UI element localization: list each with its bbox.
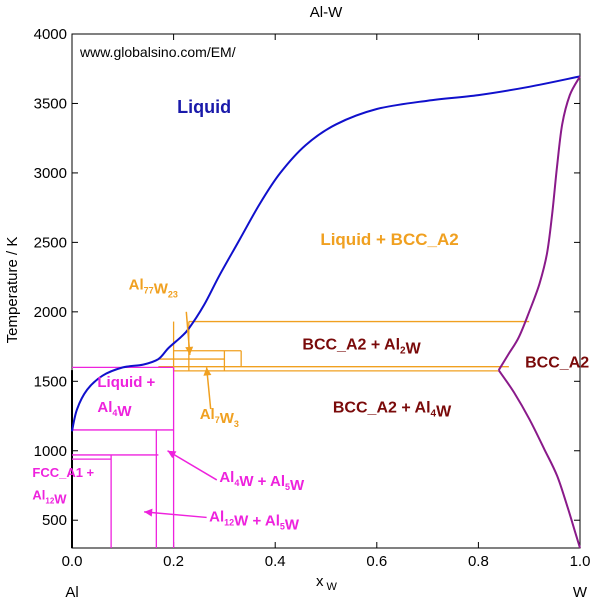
phase-label: Al77W23 (129, 277, 178, 300)
y-tick-label: 1000 (34, 443, 67, 460)
plot-frame (71, 33, 581, 549)
pointer-arrow (167, 450, 218, 481)
y-tick-label: 1500 (34, 373, 67, 390)
phase-label: Liquid + BCC_A2 (320, 230, 458, 249)
x-tick-label: 0.6 (366, 553, 387, 570)
x-axis-label-sub: W (327, 581, 338, 593)
phase-label-text: W (220, 410, 235, 427)
y-tick-label: 3000 (34, 165, 67, 182)
pointer-arrow (144, 511, 207, 519)
phase-label-text: W (436, 404, 452, 421)
phase-label-text: Al (129, 277, 144, 294)
y-tick-label: 500 (42, 512, 67, 529)
phase-label-subscript: 3 (234, 419, 239, 429)
phase-label-text: W (117, 403, 132, 420)
phase-label-text: Liquid + (97, 374, 155, 391)
arrow-head (185, 346, 194, 355)
phase-label-text: Liquid + BCC_A2 (320, 230, 458, 249)
endpoint-label-w: W (573, 584, 588, 601)
y-tick-label: 2000 (34, 304, 67, 321)
x-axis-label-main: x (316, 573, 324, 590)
phase-label-text: Al (97, 399, 112, 416)
phase-label-subscript: 77 (144, 286, 154, 296)
phase-label-text: W (406, 340, 422, 357)
arrow-head (144, 508, 153, 517)
phase-label: FCC_A1 + (32, 465, 94, 480)
phase-label-text: W + Al (234, 513, 280, 530)
x-tick-label: 0.8 (468, 553, 489, 570)
phase-label-text: BCC_A2 + Al (333, 400, 431, 417)
phase-label-text: W (54, 491, 67, 506)
phase-label-text: Liquid (177, 97, 231, 117)
phase-label-subscript: 5 (285, 482, 290, 492)
arrow-head (167, 450, 177, 459)
phase-label-text: Al (200, 406, 215, 423)
phase-boundary-lines (72, 320, 530, 548)
phase-label-subscript: 2 (400, 345, 406, 356)
phase-label-subscript: 23 (168, 290, 178, 300)
phase-label-subscript: 4 (431, 409, 437, 420)
phase-label: Liquid (177, 97, 231, 117)
phase-label-subscript: 7 (215, 415, 220, 425)
watermark-text: www.globalsino.com/EM/ (79, 44, 236, 60)
phase-label-text: Al (209, 509, 224, 526)
phase-label-text: W (154, 281, 169, 298)
x-tick-label: 0.2 (163, 553, 184, 570)
y-tick-label: 2500 (34, 234, 67, 251)
arrow-head (203, 367, 212, 376)
x-tick-label: 1.0 (570, 553, 591, 570)
phase-label-text: FCC_A1 + (32, 465, 94, 480)
phase-label-text: BCC_A2 (525, 354, 589, 371)
phase-label-text: W + Al (239, 473, 285, 490)
phase-label-text: Al (219, 469, 234, 486)
y-tick-labels: 500 1000 1500 2000 2500 3000 3500 4000 (34, 26, 67, 529)
phase-label: Al4W (97, 399, 132, 420)
phase-boundary-curves (71, 75, 581, 549)
y-axis-label: Temperature / K (4, 237, 21, 344)
x-tick-label: 0.0 (62, 553, 83, 570)
phase-curve (497, 369, 581, 549)
phase-label-text: W (285, 517, 300, 534)
annotation-arrows (144, 311, 218, 519)
phase-label: Al12W + Al5W (209, 509, 300, 534)
x-tick-label: 0.4 (265, 553, 286, 570)
phase-curve (497, 75, 581, 371)
phase-label: Al12W (32, 487, 67, 506)
phase-label-subscript: 4 (112, 408, 117, 418)
y-tick-label: 3500 (34, 95, 67, 112)
phase-label-subscript: 5 (280, 522, 285, 532)
phase-label: BCC_A2 (525, 354, 589, 371)
phase-label: BCC_A2 + Al4W (333, 400, 452, 421)
phase-label-subscript: 12 (45, 496, 54, 505)
chart-title: Al-W (310, 4, 343, 21)
phase-label-subscript: 12 (224, 518, 234, 528)
phase-label: BCC_A2 + Al2W (302, 336, 421, 357)
x-tick-labels: 0.0 0.2 0.4 0.6 0.8 1.0 (62, 553, 591, 570)
y-tick-label: 4000 (34, 26, 67, 43)
phase-curve (71, 75, 581, 432)
phase-label: Liquid + (97, 374, 155, 391)
phase-label-text: BCC_A2 + Al (302, 336, 400, 353)
phase-label: Al7W3 (200, 406, 239, 429)
phase-label-subscript: 4 (234, 478, 239, 488)
phase-label: Al4W + Al5W (219, 469, 305, 494)
phase-label-text: W (290, 477, 305, 494)
endpoint-label-al: Al (65, 584, 78, 601)
phase-label-text: Al (32, 487, 45, 502)
